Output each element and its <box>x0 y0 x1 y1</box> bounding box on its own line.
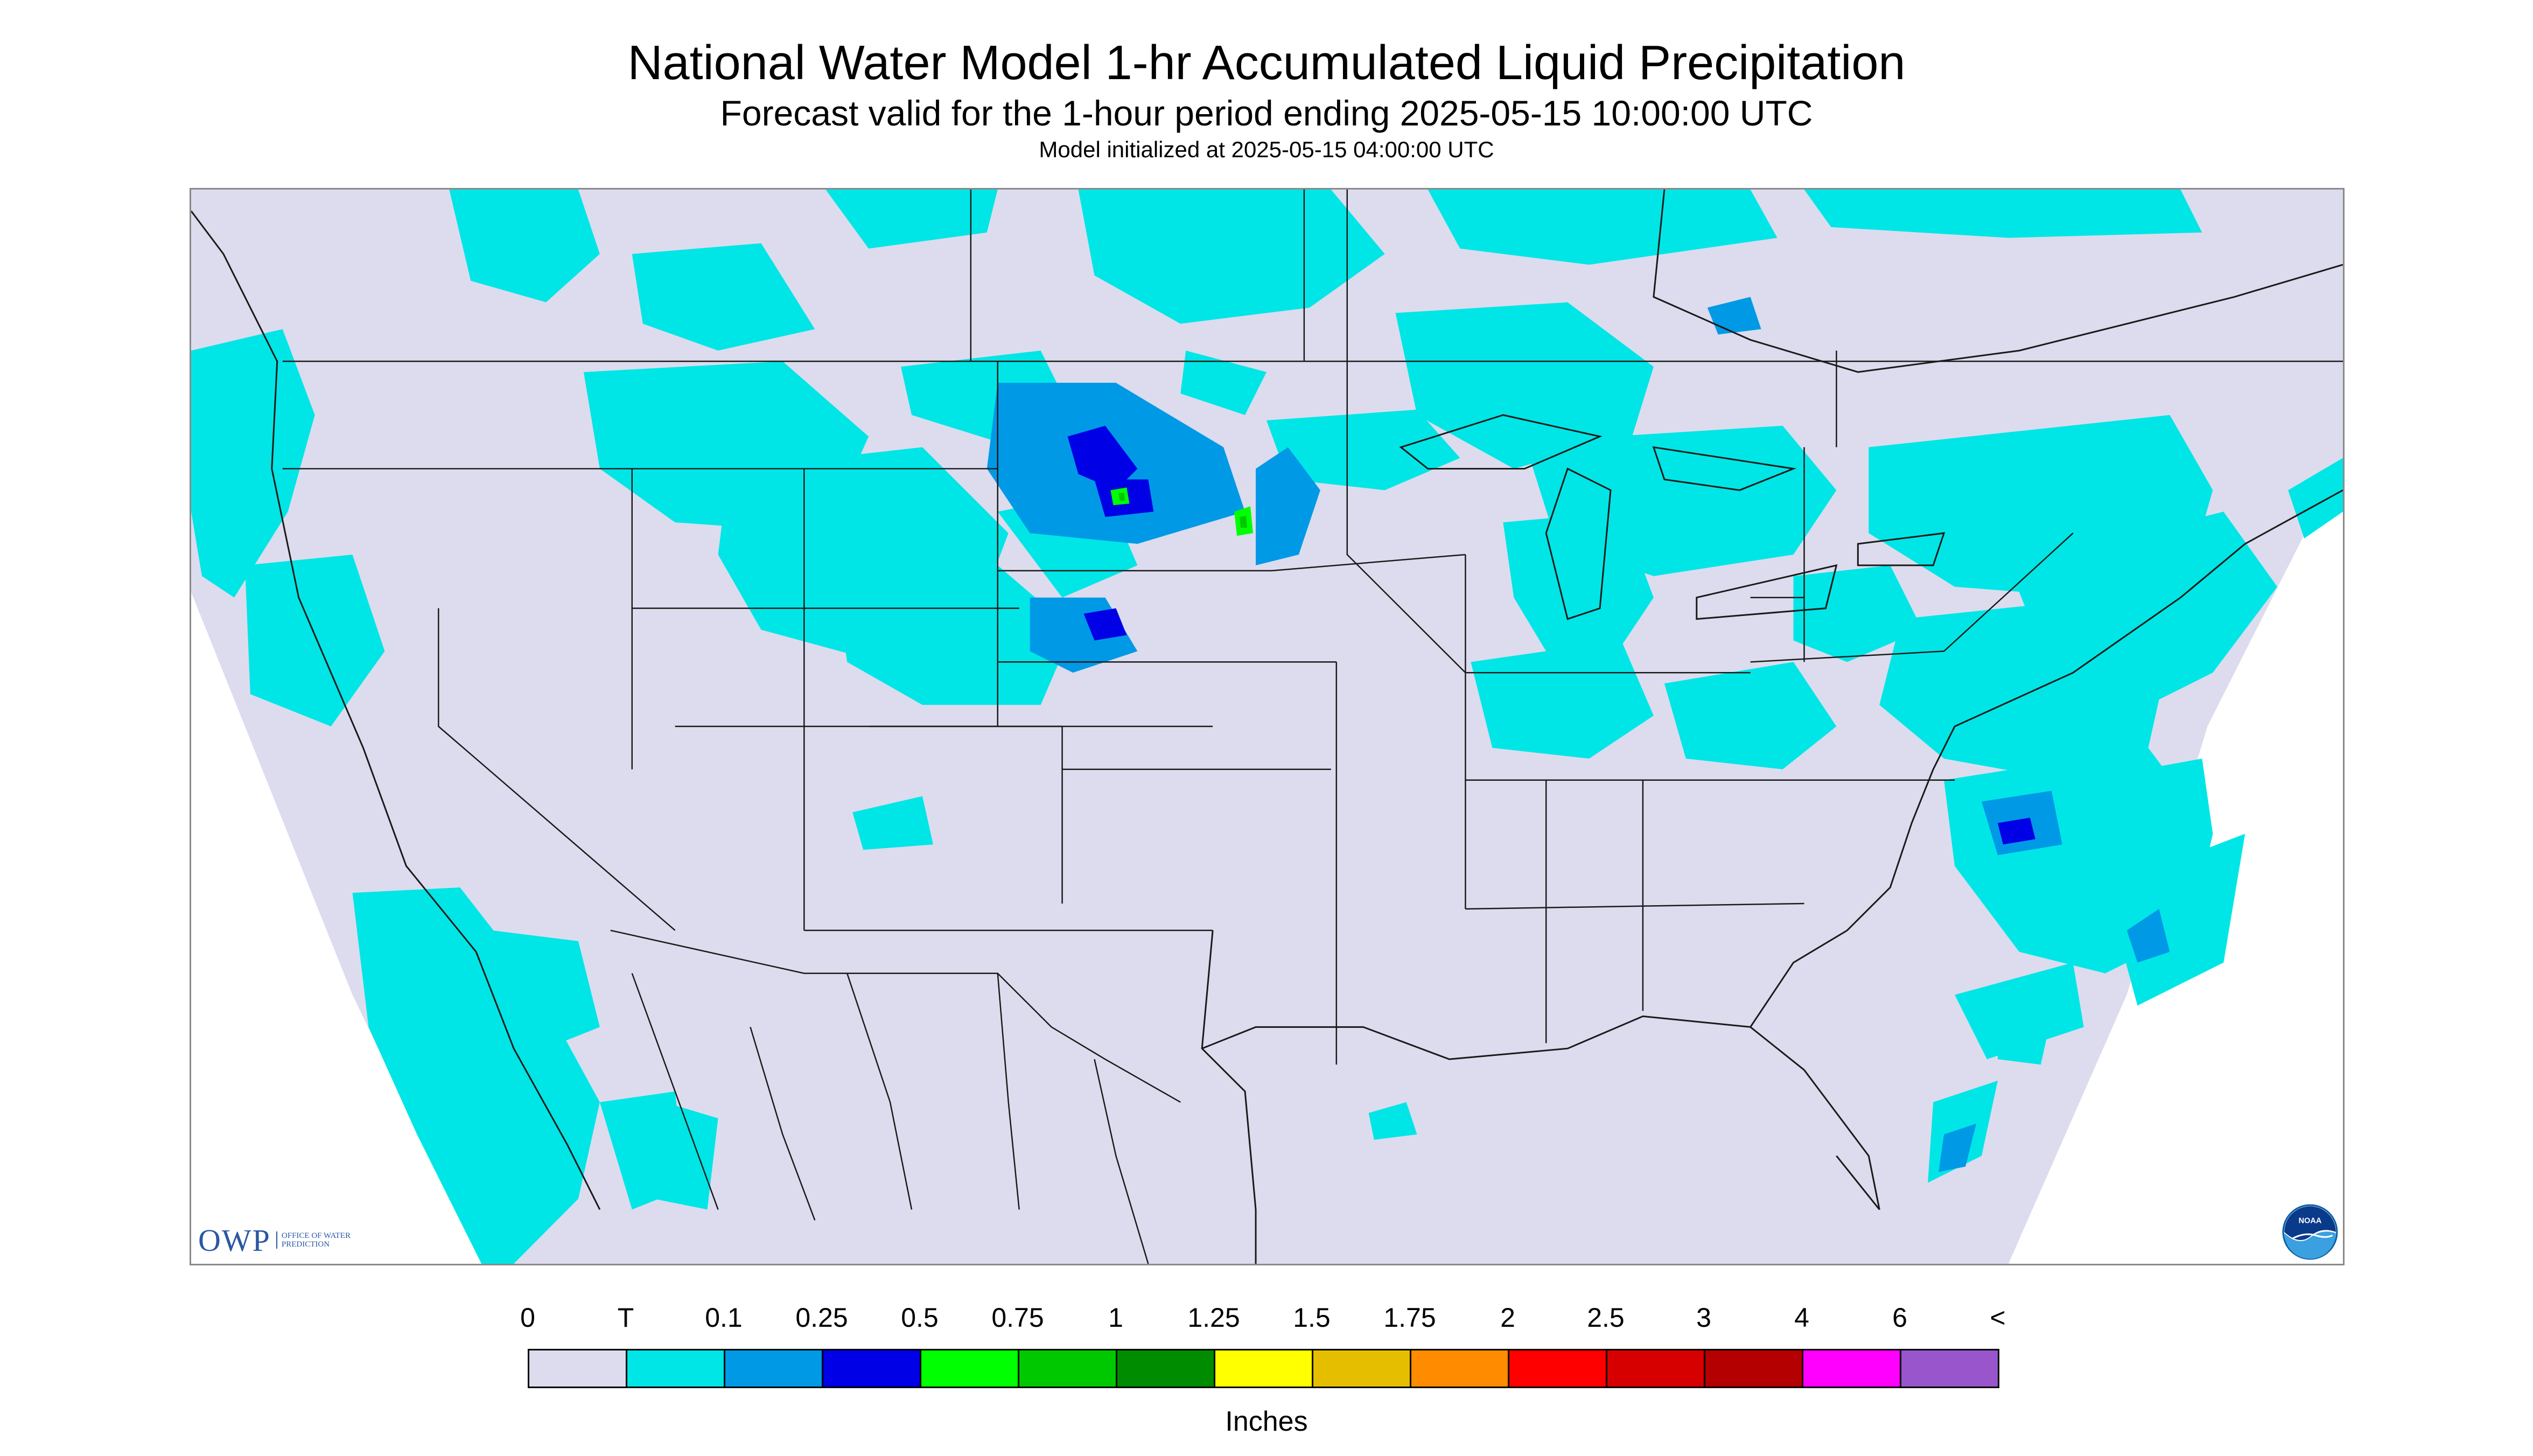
colorbar-swatch <box>1705 1350 1803 1387</box>
colorbar-swatch <box>1019 1350 1117 1387</box>
map-canvas <box>191 190 2343 1264</box>
colorbar-swatch <box>1215 1350 1313 1387</box>
colorbar-swatch <box>1803 1350 1901 1387</box>
colorbar-tick-label: 0 <box>520 1303 535 1333</box>
colorbar-swatch <box>529 1350 627 1387</box>
colorbar-tick-label: 4 <box>1794 1303 1809 1333</box>
colorbar-tick-label: T <box>617 1303 634 1333</box>
colorbar-swatch <box>1607 1350 1705 1387</box>
colorbar-tick-label: 6 <box>1892 1303 1907 1333</box>
precip-0.25 <box>1067 425 2035 845</box>
colorbar-swatch <box>1117 1350 1215 1387</box>
colorbar-tick-label: 0.75 <box>991 1303 1044 1333</box>
colorbar-swatch <box>627 1350 725 1387</box>
colorbar-swatch <box>823 1350 921 1387</box>
colorbar-tick-label: 0.5 <box>901 1303 939 1333</box>
great-lakes <box>1399 190 2343 620</box>
mexico-boundaries <box>610 929 1181 1264</box>
state-boundaries <box>282 190 2343 1065</box>
colorbar-swatch <box>921 1350 1019 1387</box>
model-init-line: Model initialized at 2025-05-15 04:00:00… <box>1039 137 1494 162</box>
colorbar-tick-label: 1.25 <box>1187 1303 1240 1333</box>
colorbar-tick-label: 1.75 <box>1383 1303 1436 1333</box>
colorbar-tick-label: 0.1 <box>705 1303 743 1333</box>
colorbar-tick-label: < <box>1990 1303 2006 1333</box>
colorbar-swatch <box>1411 1350 1509 1387</box>
colorbar-swatch <box>1509 1350 1607 1387</box>
svg-text:NOAA: NOAA <box>2299 1216 2322 1225</box>
owp-logo: OWP OFFICE OF WATER PREDICTION <box>198 1221 352 1259</box>
precip-0.75 <box>1118 493 1248 528</box>
colorbar-tick-label: 2.5 <box>1587 1303 1625 1333</box>
colorbar-swatch <box>725 1350 823 1387</box>
colorbar-swatch <box>1313 1350 1411 1387</box>
colorbar-tick-label: 0.25 <box>795 1303 848 1333</box>
colorbar-tick-label: 1 <box>1108 1303 1123 1333</box>
precipitation-map <box>190 188 2345 1265</box>
colorbar-tick-label: 2 <box>1500 1303 1515 1333</box>
map-subtitle: Forecast valid for the 1-hour period end… <box>720 93 1813 133</box>
colorbar-tick-label: 1.5 <box>1293 1303 1331 1333</box>
noaa-logo: NOAA <box>2282 1204 2338 1260</box>
colorbar-units: Inches <box>1225 1406 1308 1437</box>
colorbar <box>528 1349 1999 1388</box>
colorbar-tick-label: 3 <box>1696 1303 1711 1333</box>
owp-logo-subtitle: OFFICE OF WATER PREDICTION <box>276 1231 352 1249</box>
map-title: National Water Model 1-hr Accumulated Li… <box>627 36 1906 90</box>
owp-logo-mark: OWP <box>198 1222 271 1258</box>
coastline <box>191 210 2343 1264</box>
colorbar-swatch <box>1901 1350 1998 1387</box>
